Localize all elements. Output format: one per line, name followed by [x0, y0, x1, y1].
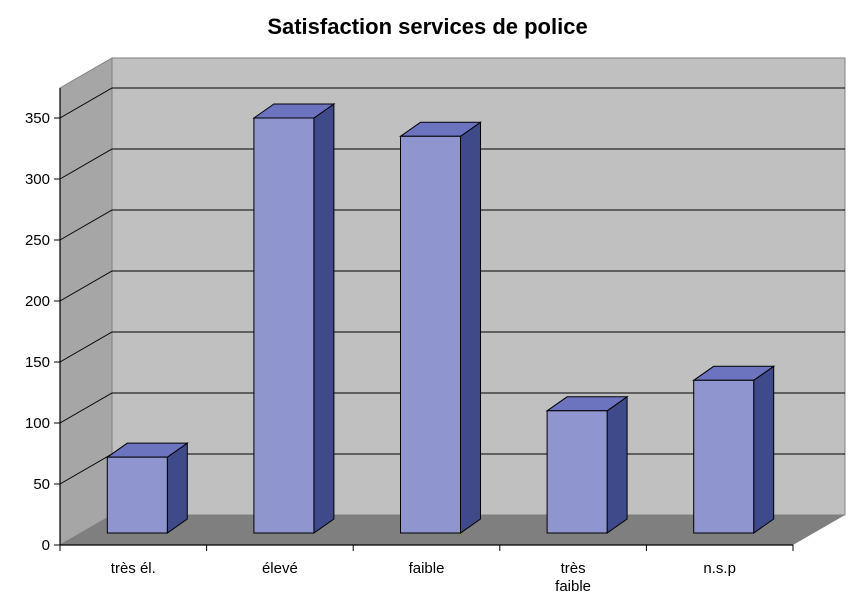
side-wall [59, 57, 113, 546]
bar [105, 442, 189, 534]
y-tick-label: 250 [25, 232, 50, 249]
x-tick-label: très faible [555, 560, 591, 593]
gridline [59, 148, 845, 180]
bar [252, 103, 336, 534]
gridline [59, 331, 845, 363]
gridline [59, 87, 845, 119]
y-tick-label: 350 [25, 110, 50, 127]
y-tick-label: 100 [25, 415, 50, 432]
bar [398, 121, 483, 534]
x-tick-label: très él. [111, 560, 156, 577]
bar-front [253, 117, 315, 534]
chart-title: Satisfaction services de police [267, 14, 588, 39]
bar [545, 395, 629, 534]
y-tick-label: 50 [33, 476, 50, 493]
y-tick-label: 300 [25, 171, 50, 188]
bar-front [693, 379, 755, 534]
bar-front [400, 135, 461, 534]
bar-front [546, 410, 608, 534]
gridline [59, 270, 845, 302]
bar-side [313, 103, 335, 534]
x-tick-label: élevé [262, 560, 298, 577]
bar [692, 365, 776, 534]
bar-front [106, 456, 168, 534]
bar-side [606, 395, 628, 534]
y-tick-label: 200 [25, 293, 50, 310]
x-tick-label: n.s.p [703, 560, 736, 577]
bar-side [166, 442, 188, 534]
gridline [59, 392, 845, 424]
gridline [59, 209, 845, 241]
y-tick-label: 0 [42, 537, 50, 554]
y-tick-label: 150 [25, 354, 50, 371]
x-tick-label: faible [409, 560, 445, 577]
bar-side [460, 121, 481, 534]
bar-side [753, 365, 775, 534]
